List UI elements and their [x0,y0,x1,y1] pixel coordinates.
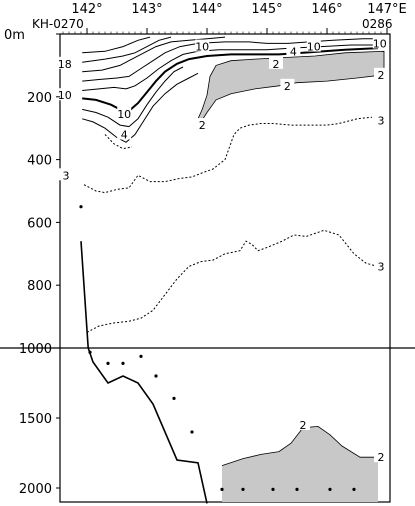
contour-label: 3 [63,169,70,182]
sample-dot [190,430,194,434]
station-left-label: KH-0270 [32,17,84,31]
sample-dot [121,361,125,365]
y-tick-label: 1500 [19,412,52,427]
contour-label-bg [57,56,72,69]
contour-label: 2 [273,58,280,71]
y-tick-label: 600 [27,216,52,231]
contour-line-4 [82,66,184,128]
contour-label: 2 [300,419,307,432]
sample-dot [241,487,245,491]
x-tick-label: 143° [131,2,162,17]
contour-label: 10 [117,108,131,121]
tick-labels: 142° 143° 144° 145° 146° 147°E 0m 200 400 600 800 1… [4,2,407,497]
contour-label: 2 [284,80,291,93]
contour-label-bg [374,450,388,463]
contour-label: 18 [58,58,72,71]
sample-points [79,205,356,491]
contour-label-bg [296,418,310,430]
sample-dot [154,374,158,378]
contour-label-bg [117,127,132,140]
y-tick-label: 800 [27,279,52,294]
contour-label-bg [372,36,387,49]
contour-label: 4 [121,128,128,141]
contour-label: 2 [378,69,385,82]
contour-label-bg [374,259,388,272]
contour-label: 10 [195,41,209,54]
contour-label-bg [286,44,301,57]
contour-label: 2 [378,451,385,464]
y-tick-label: 0m [4,28,25,43]
contour-label: 2 [199,119,206,132]
contour-line-18 [82,36,151,54]
contour-label-bg [280,78,295,91]
contour-line-10 [82,44,378,91]
y-tick-label: 200 [27,91,52,106]
contour-label-bg [59,168,73,181]
station-labels: KH-0270 0286 [32,17,393,31]
contour-label: 3 [378,114,385,127]
shaded-regions [197,50,385,502]
contour-line-4 [82,72,199,143]
contour-line-3 [83,116,373,194]
contour-label-bg [374,67,388,80]
sample-dot [328,487,332,491]
sample-dot [352,487,356,491]
contour-label-bg [306,39,321,52]
x-tick-label: 147°E [367,2,407,17]
y-tick-label: 400 [27,154,52,169]
station-right-label: 0286 [362,17,393,31]
x-tick-label: 145° [251,2,282,17]
contour-line-3 [86,229,379,333]
contour-label-bg [195,118,210,131]
contour-line-10 [82,36,226,73]
y-tick-label: 2000 [19,482,52,497]
seafloor-line [80,241,208,504]
shaded-region-lower [222,426,378,502]
contour-label: 4 [290,45,297,58]
sample-dot [295,487,299,491]
contour-label: 10 [373,37,387,50]
contour-label-bg [117,107,132,120]
contour-label: 10 [58,89,72,102]
contour-line-10 [82,36,172,63]
sample-dot [220,487,224,491]
x-tick-label: 146° [311,2,342,17]
x-tick-label: 142° [71,2,102,17]
contour-label-bg [195,39,210,52]
contour-label: 3 [378,260,385,273]
bathymetry-line [80,241,208,504]
contour-label-bg [269,56,283,69]
sample-dot [106,361,110,365]
y-tick-label: 1000 [19,342,52,357]
sample-dot [88,350,92,354]
shaded-region-upper [197,50,385,123]
contour-label-bg [57,88,72,101]
sample-dot [271,487,275,491]
sample-dot [172,396,176,400]
sample-dot [79,205,83,209]
contour-label: 10 [307,41,321,54]
sample-dot [139,354,143,358]
x-tick-label: 144° [191,2,222,17]
contour-label-bg [374,113,388,126]
